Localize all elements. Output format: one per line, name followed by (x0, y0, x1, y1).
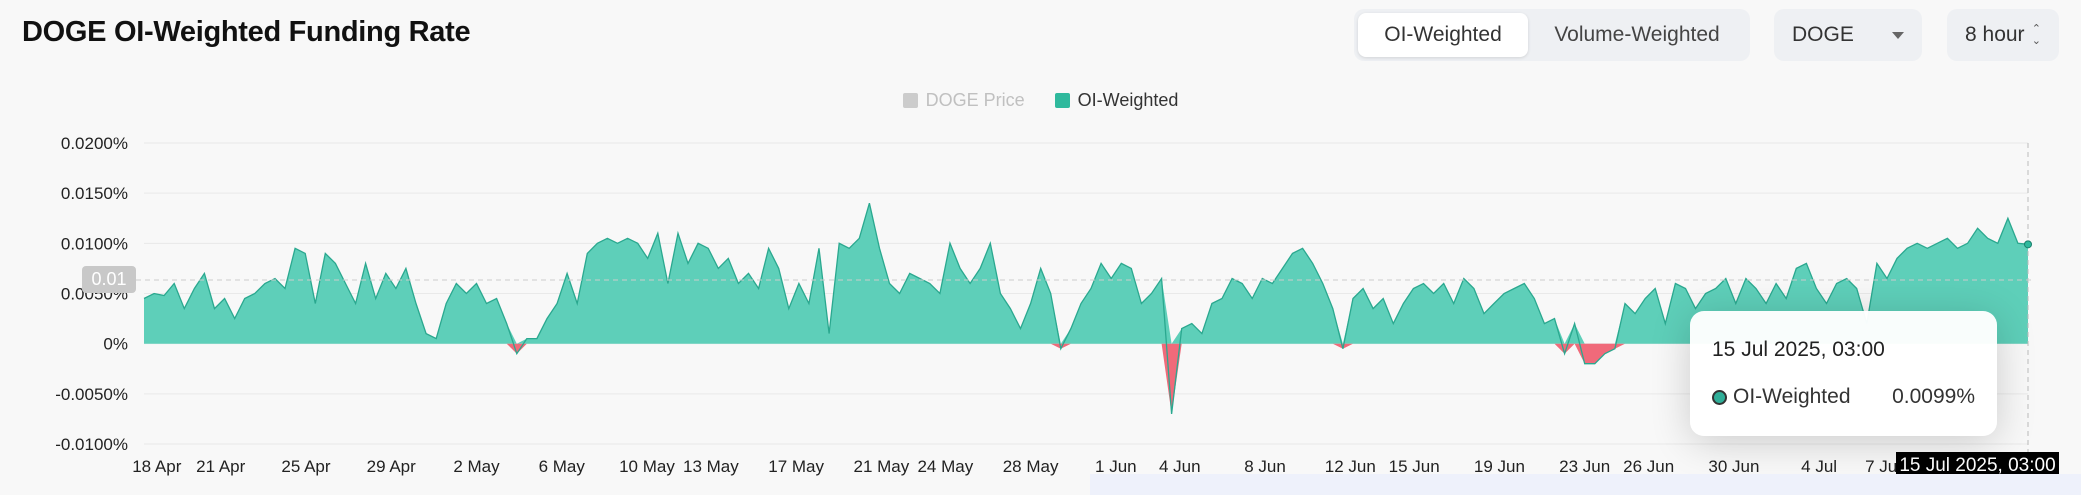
legend-label-price: DOGE Price (925, 90, 1025, 110)
x-tick-label: 7 Jul (1865, 457, 1901, 476)
x-tick-label: 15 Jun (1389, 457, 1440, 476)
interval-select-value: 8 hour (1965, 23, 2025, 46)
tooltip-value: 0.0099% (1892, 385, 1975, 408)
y-tick-label: -0.0100% (55, 435, 128, 454)
coin-select-value: DOGE (1792, 23, 1854, 46)
chevron-down-icon (1892, 31, 1904, 39)
x-tick-label: 1 Jun (1095, 457, 1137, 476)
tab-oi-weighted[interactable]: OI-Weighted (1358, 13, 1528, 57)
tooltip-date: 15 Jul 2025, 03:00 (1712, 338, 1885, 361)
x-tick-label: 4 Jun (1159, 457, 1201, 476)
x-tick-label: 8 Jun (1244, 457, 1286, 476)
x-tick-label: 25 Apr (281, 457, 330, 476)
legend-item-price[interactable]: DOGE Price (902, 90, 1025, 111)
x-tick-label: 13 May (683, 457, 739, 476)
x-tick-label: 4 Jul (1801, 457, 1837, 476)
tab-volume-weighted[interactable]: Volume-Weighted (1554, 23, 1720, 46)
page-title: DOGE OI-Weighted Funding Rate (22, 16, 471, 48)
tooltip-series: OI-Weighted (1733, 385, 1851, 408)
x-tick-label: 19 Jun (1474, 457, 1525, 476)
y-axis: 0.0200%0.0150%0.0100%0.0050%0%-0.0050%-0… (55, 134, 128, 454)
x-axis: 18 Apr 21 Apr 25 Apr 29 Apr 2 May 6 May 10 May… (132, 457, 1901, 476)
series-dot-icon (1712, 389, 1727, 405)
legend-label-oi: OI-Weighted (1077, 90, 1179, 110)
x-tick-label: 23 Jun (1559, 457, 1610, 476)
crosshair (136, 143, 2032, 452)
legend-item-oi[interactable]: OI-Weighted (1054, 90, 1179, 111)
legend-swatch-price (902, 93, 918, 108)
y-tick-label: 0% (103, 335, 128, 354)
x-tick-label: 26 Jun (1623, 457, 1674, 476)
y-tick-label: 0.0150% (61, 184, 128, 203)
weighting-toggle: OI-Weighted Volume-Weighted (1354, 9, 1750, 61)
x-tick-label: 18 Apr (132, 457, 181, 476)
hover-point (2024, 240, 2032, 249)
y-tick-label: 0.0200% (61, 134, 128, 153)
series-line (143, 203, 2029, 414)
range-slider-track[interactable] (1090, 474, 2081, 495)
x-tick-label: 29 Apr (367, 457, 416, 476)
crosshair-y-label: 0.01 (82, 266, 136, 293)
x-tick-label: 10 May (619, 457, 675, 476)
x-tick-label: 21 Apr (196, 457, 245, 476)
series-area (143, 203, 2029, 414)
interval-select[interactable]: 8 hour ⌃ ⌄ (1947, 9, 2059, 61)
legend-swatch-oi (1054, 93, 1070, 108)
sort-updown-icon: ⌃ ⌄ (2031, 22, 2041, 47)
x-tick-label: 30 Jun (1708, 457, 1759, 476)
area-positive (144, 203, 2028, 344)
y-tick-label: 0.0100% (61, 234, 128, 253)
x-tick-label: 12 Jun (1325, 457, 1376, 476)
x-tick-label: 21 May (854, 457, 910, 476)
chart-legend: DOGE Price OI-Weighted (0, 90, 2081, 111)
x-tick-label: 24 May (917, 457, 973, 476)
x-tick-label: 28 May (1003, 457, 1059, 476)
chart-tooltip: 15 Jul 2025, 03:00 OI-Weighted 0.0099% (1690, 311, 1997, 436)
y-tick-label: -0.0050% (55, 385, 128, 404)
x-tick-label: 2 May (453, 457, 500, 476)
coin-select[interactable]: DOGE (1774, 9, 1922, 61)
x-tick-label: 6 May (539, 457, 586, 476)
tooltip-row: OI-Weighted 0.0099% (1712, 385, 1975, 409)
x-tick-label: 17 May (768, 457, 824, 476)
